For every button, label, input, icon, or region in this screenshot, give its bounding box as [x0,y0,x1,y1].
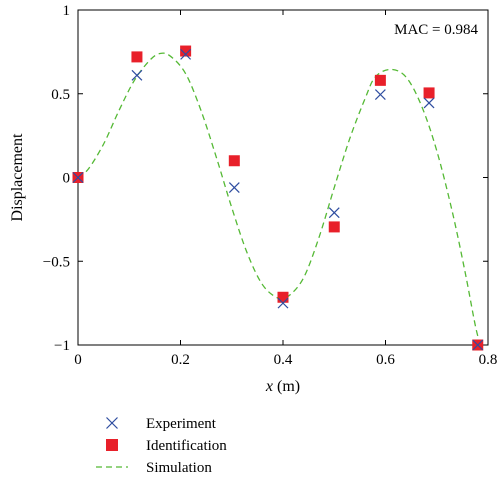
legend-label: Experiment [146,416,217,432]
experiment-marker [180,48,192,60]
experiment-marker-stroke [72,172,84,183]
experiment-marker-stroke [374,89,386,101]
experiment-marker-stroke [228,182,240,193]
x-tick-label: 0.4 [274,352,293,368]
experiment-marker-stroke [277,297,289,309]
experiment-marker [472,339,484,351]
experiment-marker-stroke [472,339,484,351]
y-axis-title: Displacement [9,133,26,222]
legend-square-marker [106,439,118,451]
x-tick-label: 0.8 [479,352,498,368]
experiment-marker [228,182,240,193]
x-tick-label: 0.6 [376,352,395,368]
experiment-marker-stroke [423,97,435,109]
experiment-marker-stroke [131,69,143,81]
identification-marker [423,87,435,99]
x-axis-unit: (m) [273,378,300,395]
mac-annotation: MAC = 0.984 [394,22,478,38]
y-tick-label: −1 [54,338,70,354]
legend: Experiment Identification Simulation [96,416,227,476]
simulation-series [77,52,481,346]
x-tick-label: 0.2 [171,352,190,368]
legend-entry: Identification [106,438,227,454]
identification-marker [374,74,386,86]
y-tick-label: −0.5 [43,254,70,270]
identification-marker [277,291,289,303]
experiment-marker [72,172,84,183]
experiment-marker [374,89,386,101]
x-tick-label: 0 [74,352,82,368]
marker-series [72,45,484,351]
experiment-marker [328,207,340,219]
identification-marker [228,155,240,167]
identification-marker [131,51,143,63]
legend-label: Identification [146,438,227,454]
legend-entry: Experiment [106,416,217,432]
experiment-marker [423,97,435,109]
experiment-marker [131,69,143,81]
y-tick-label: 0.5 [51,87,70,103]
identification-marker [180,45,192,57]
identification-marker [328,221,340,233]
experiment-marker [277,297,289,309]
experiment-marker-stroke [180,48,192,60]
x-axis-title: x (m) [265,378,300,395]
legend-label: Simulation [146,460,212,476]
experiment-marker-stroke [328,207,340,219]
legend-entry: Simulation [96,460,212,476]
legend-x-marker [106,417,118,429]
y-tick-label: 0 [63,171,71,187]
axis-ticks: 0 0.2 0.4 0.6 0.8 −1 −0.5 0 0.5 1 [43,3,498,368]
y-tick-label: 1 [63,3,71,19]
x-axis-variable: x [265,378,273,395]
simulation-curve [77,52,481,346]
